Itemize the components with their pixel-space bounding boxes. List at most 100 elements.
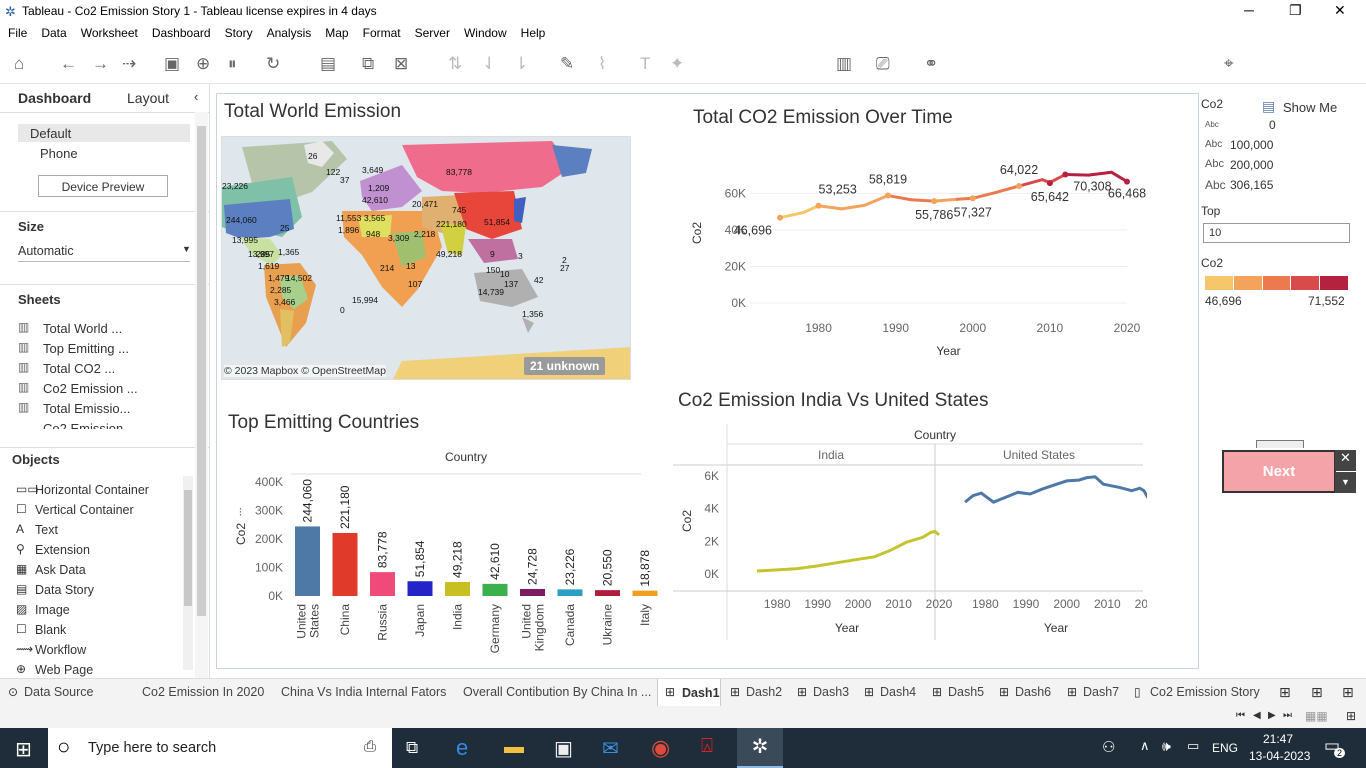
bar[interactable] — [557, 589, 583, 596]
tab-layout[interactable]: Layout — [127, 90, 170, 106]
menu-worksheet[interactable]: Worksheet — [80, 26, 138, 40]
menu-file[interactable]: File — [8, 26, 28, 40]
refresh-icon[interactable]: ↻ — [266, 54, 281, 73]
new-dashboard-tab-icon[interactable]: ⊞ — [1311, 684, 1323, 700]
duplicate-icon[interactable]: ⧉ — [362, 54, 375, 73]
bar[interactable] — [595, 590, 620, 596]
task-view-icon[interactable]: ⧉ — [406, 738, 419, 757]
object-menu-icon[interactable]: ▼ — [1335, 472, 1356, 493]
chrome-icon[interactable]: ◉ — [651, 735, 671, 760]
new-story-tab-icon[interactable]: ⊞ — [1342, 684, 1354, 700]
us-line[interactable] — [964, 475, 1150, 504]
tab-dashboard[interactable]: Dashboard — [18, 90, 92, 106]
line-point[interactable] — [884, 192, 891, 199]
microphone-icon[interactable]: ⎙ — [364, 738, 377, 755]
bar[interactable] — [445, 581, 470, 596]
mail-icon[interactable]: ✉ — [602, 738, 619, 760]
india-line[interactable] — [756, 529, 940, 573]
collapse-pane-icon[interactable]: ‹ — [194, 89, 199, 104]
bar[interactable] — [520, 588, 545, 596]
film-strip-icon[interactable]: ▦▦ — [1305, 709, 1328, 723]
world-map[interactable]: 26 122 37 3,649 83,778 23,226 1,209 42,610 20,47… — [221, 136, 631, 380]
last-tab-icon[interactable]: ⏭ — [1283, 710, 1292, 721]
bar[interactable] — [482, 583, 508, 596]
show-me-icon[interactable]: ▤ — [1262, 98, 1276, 114]
bar[interactable] — [332, 532, 358, 596]
line-point[interactable] — [777, 214, 783, 221]
file-explorer-icon[interactable]: ▬ — [504, 736, 524, 758]
undo-icon[interactable]: ← — [60, 54, 77, 73]
minimize-icon[interactable]: ─ — [1244, 2, 1254, 18]
objects-scrollbar[interactable] — [183, 476, 193, 670]
tableau-taskbar-icon[interactable]: ✲ — [737, 728, 783, 768]
sort-asc-icon[interactable]: ⇃ — [482, 54, 497, 73]
device-phone[interactable]: Phone — [40, 146, 78, 161]
bar[interactable] — [370, 572, 395, 596]
store-icon[interactable]: ▣ — [554, 738, 573, 760]
new-datasource-icon[interactable]: ⊕ — [196, 54, 211, 73]
line-point[interactable] — [1062, 171, 1069, 178]
tab-china-india[interactable]: China Vs India Internal Fators — [281, 685, 447, 699]
line-point[interactable] — [815, 202, 822, 209]
clear-sheet-icon[interactable]: ⊠ — [394, 54, 409, 73]
sort-icon[interactable]: ⫶ — [239, 507, 242, 519]
redo-icon[interactable]: → — [92, 54, 109, 73]
size-dropdown[interactable]: Automatic — [18, 244, 74, 258]
label-icon[interactable]: T — [640, 54, 651, 73]
device-preview-button[interactable]: Device Preview — [38, 175, 168, 197]
line-point[interactable] — [931, 198, 938, 205]
save-icon[interactable]: ▣ — [164, 54, 181, 73]
volume-icon[interactable]: 🕪 — [1162, 738, 1171, 754]
menu-story[interactable]: Story — [224, 26, 253, 40]
sort-desc-icon[interactable]: ⇂ — [514, 54, 529, 73]
line-point[interactable] — [1046, 180, 1053, 187]
swap-icon[interactable]: ⇅ — [448, 54, 463, 73]
people-icon[interactable]: ⚇ — [1102, 739, 1116, 756]
new-worksheet-icon[interactable]: ▤ — [320, 54, 337, 73]
first-tab-icon[interactable]: ⏮ — [1236, 710, 1245, 721]
menu-analysis[interactable]: Analysis — [266, 26, 312, 40]
language-indicator[interactable]: ENG — [1212, 741, 1239, 755]
prev-tab-icon[interactable]: ◀ — [1253, 710, 1261, 721]
menu-dashboard[interactable]: Dashboard — [151, 26, 211, 40]
left-pane-scrollbar[interactable] — [195, 112, 208, 678]
share-icon[interactable]: ⚭ — [924, 54, 939, 73]
highlight-icon[interactable]: ✎ — [560, 54, 575, 73]
tray-chevron-icon[interactable]: ∧ — [1140, 738, 1150, 753]
new-worksheet-tab-icon[interactable]: ⊞ — [1279, 684, 1291, 700]
pause-update-icon[interactable]: ⏸ — [228, 54, 237, 73]
unknown-badge[interactable]: 21 unknown — [524, 357, 606, 375]
clock-time[interactable]: 21:47 — [1263, 732, 1294, 746]
replay-icon[interactable]: ⇢ — [122, 54, 137, 73]
device-default[interactable]: Default — [18, 124, 190, 142]
next-tab-icon[interactable]: ▶ — [1268, 710, 1276, 721]
bar[interactable] — [632, 590, 658, 596]
india-us-chart[interactable]: Country India United States Co2 6K 4K 2K 0K 1980… — [673, 424, 1162, 640]
tab-dash1[interactable]: ⊞ Dash1 — [657, 679, 721, 707]
bar-chart[interactable]: Country Co2 ⫶ 400K 300K 200K 100K 0K 244,060 Unit… — [221, 440, 661, 666]
pin-icon[interactable]: ✦ — [670, 54, 685, 73]
show-me-button[interactable]: Show Me — [1283, 100, 1338, 115]
close-icon[interactable]: ✕ — [1334, 2, 1346, 18]
menu-help[interactable]: Help — [520, 26, 546, 40]
bar[interactable] — [295, 526, 320, 596]
clock-date[interactable]: 13-04-2023 — [1249, 749, 1311, 763]
color-legend-bar[interactable] — [1205, 276, 1349, 290]
sheet-item-5[interactable]: Co2 Emission — [43, 421, 124, 429]
cards-icon[interactable]: ▥ — [836, 54, 853, 73]
line-point[interactable] — [1016, 183, 1023, 190]
battery-icon[interactable]: ▭ — [1187, 738, 1200, 753]
home-icon[interactable]: ⌂ — [14, 54, 25, 73]
menu-server[interactable]: Server — [414, 26, 450, 40]
windows-start-icon[interactable]: ⊞ — [15, 739, 32, 761]
marks-icon[interactable]: ⌖ — [1224, 54, 1234, 73]
chevron-down-icon[interactable]: ▼ — [182, 244, 191, 254]
next-button-handle[interactable] — [1256, 440, 1304, 448]
attach-icon[interactable]: ⌇ — [598, 54, 607, 73]
acrobat-icon[interactable]: ⍓ — [701, 735, 713, 757]
top-filter-input[interactable]: 10 — [1203, 223, 1350, 243]
menu-window[interactable]: Window — [463, 26, 507, 40]
edge-icon[interactable]: e — [456, 735, 469, 760]
presentation-icon[interactable]: ⎚ — [876, 54, 890, 73]
menu-data[interactable]: Data — [41, 26, 67, 40]
